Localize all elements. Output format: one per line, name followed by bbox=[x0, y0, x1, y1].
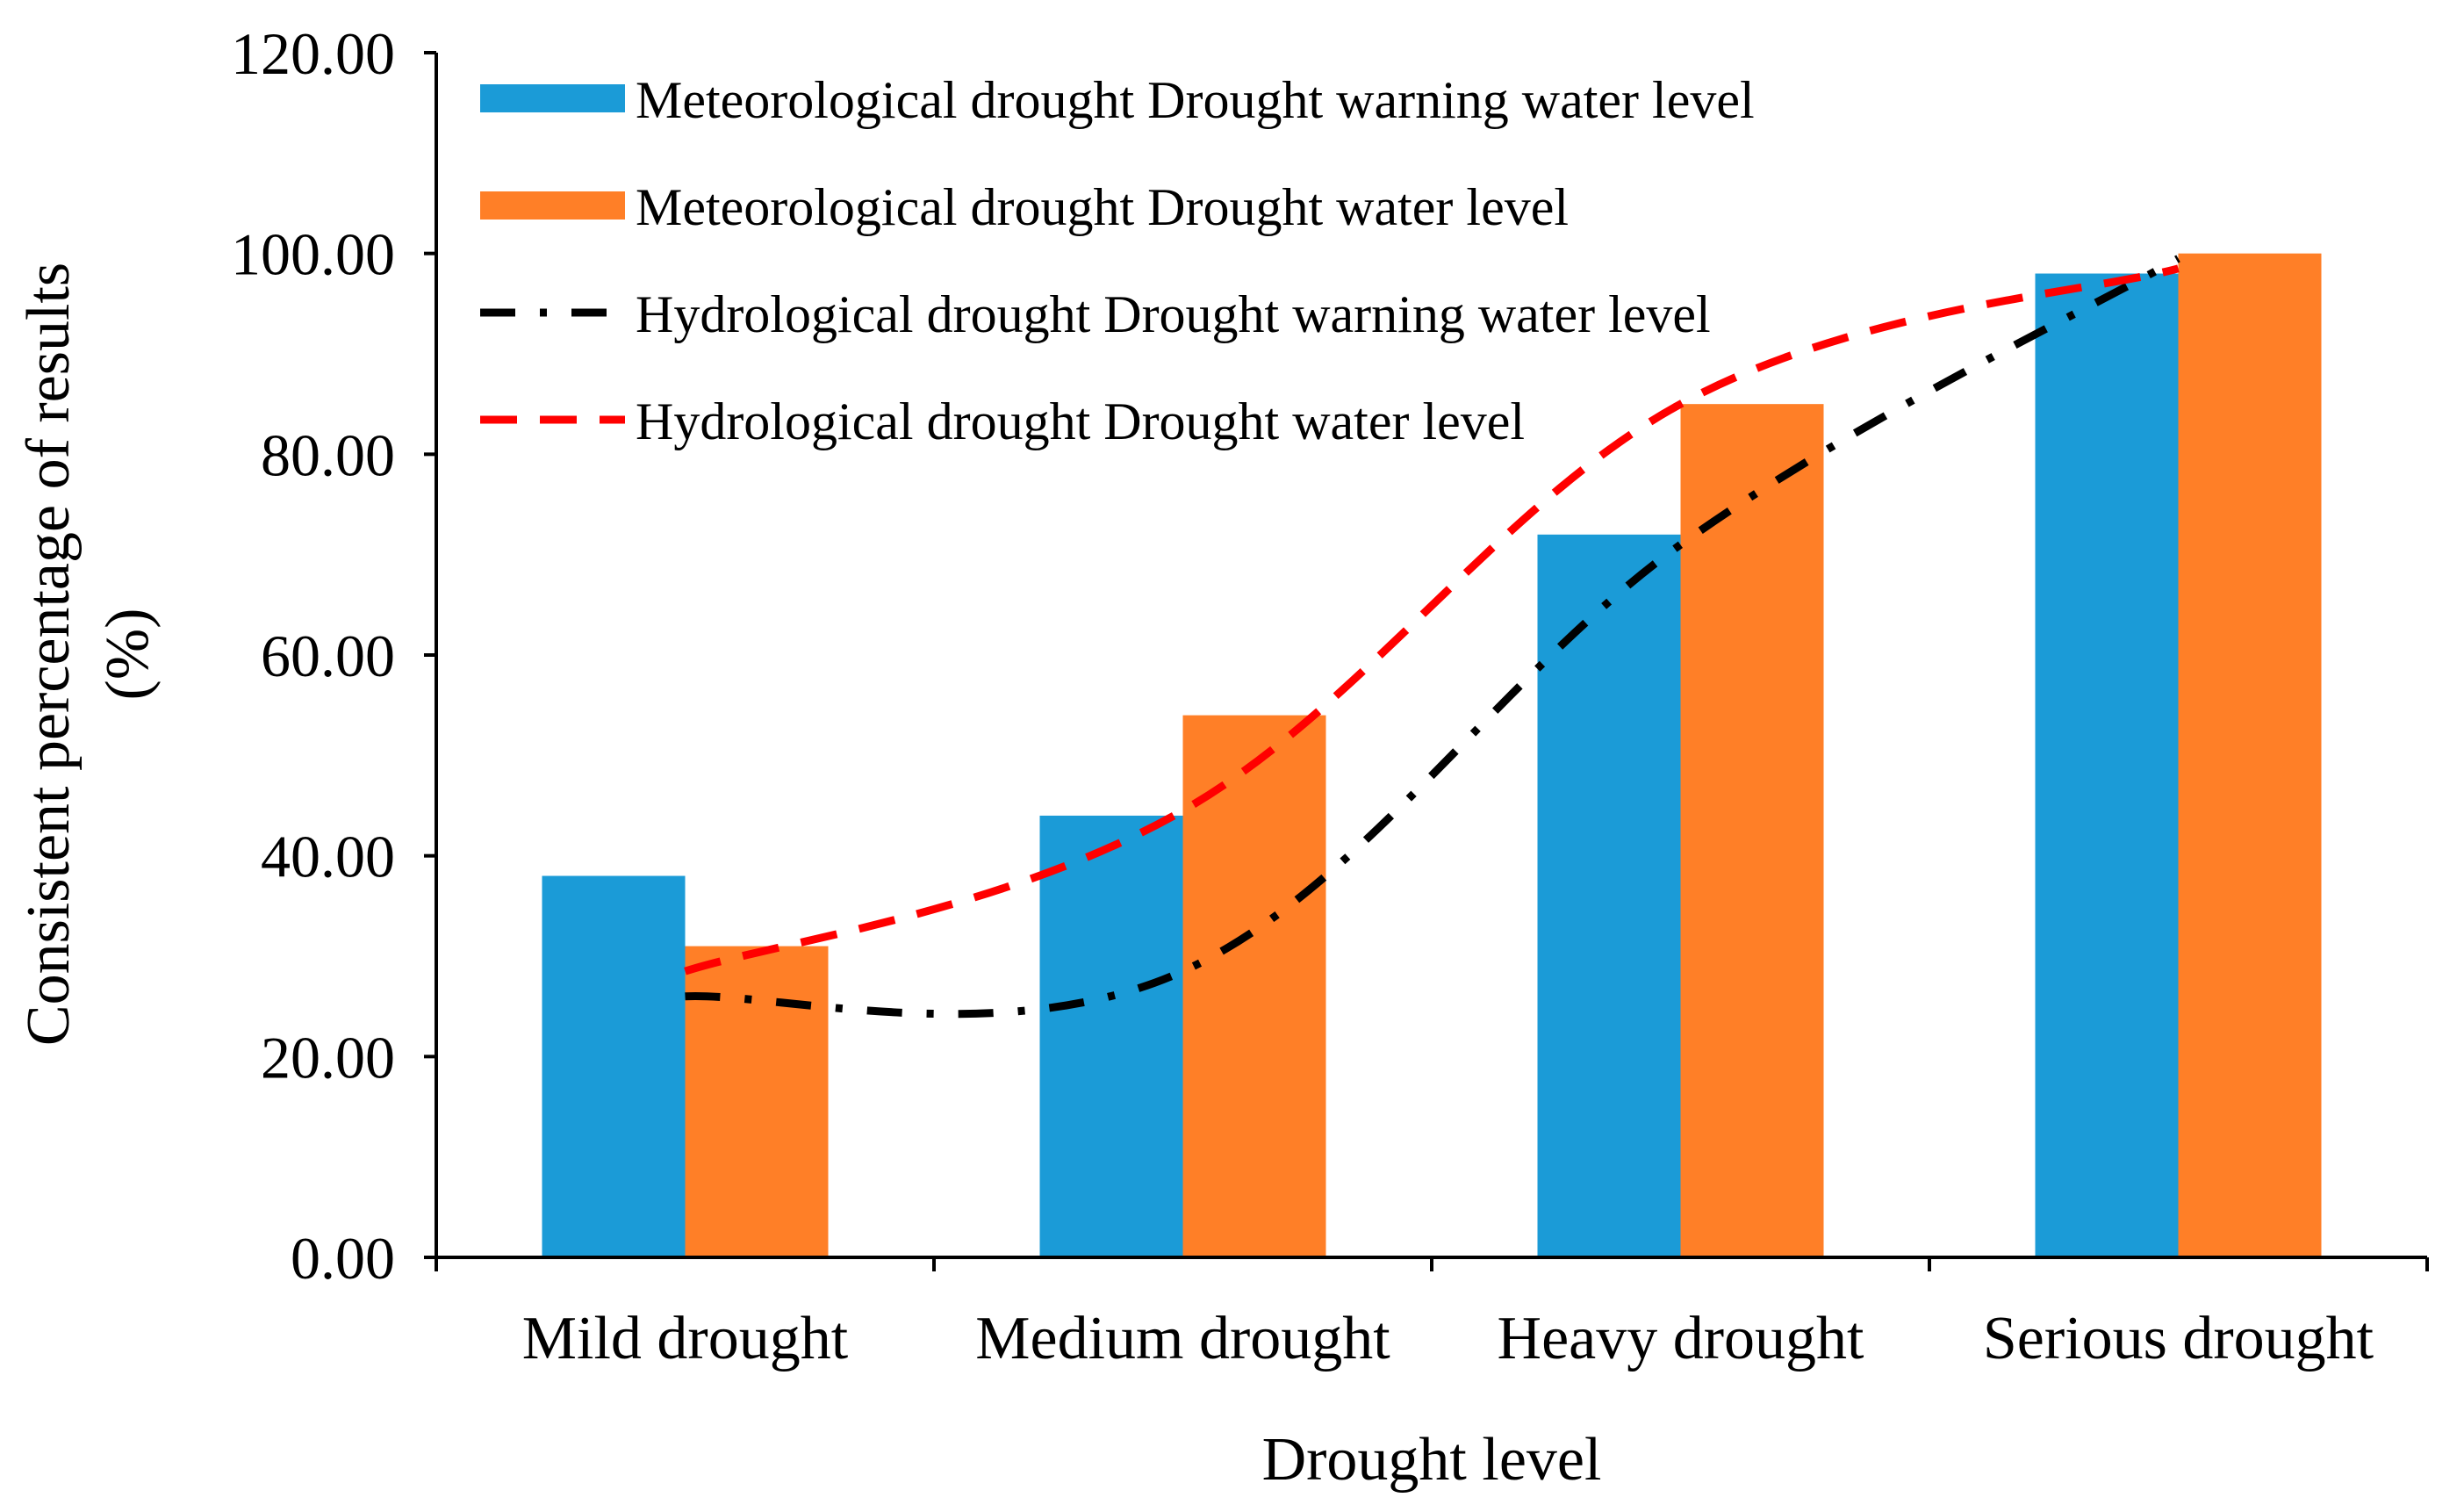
series-line bbox=[685, 255, 2180, 1019]
y-axis-title-unit: (%) bbox=[94, 608, 162, 701]
x-tick-label: Medium drought bbox=[975, 1305, 1390, 1372]
x-axis-title: Drought level bbox=[1262, 1426, 1602, 1494]
legend-label: Hydrological drought Drought warning wat… bbox=[636, 285, 1711, 343]
y-axis-ticks: 0.00 20.00 40.00 60.00 80.00 100.00 120.00 bbox=[231, 20, 436, 1292]
y-tick-label: 0.00 bbox=[291, 1225, 395, 1292]
x-tick-label: Serious drought bbox=[1983, 1305, 2374, 1372]
bar bbox=[1680, 404, 1824, 1258]
y-axis-title: Consistent percentage of results bbox=[15, 263, 83, 1046]
x-axis-labels: Mild drought Medium drought Heavy drought S… bbox=[522, 1305, 2374, 1372]
x-tick-label: Mild drought bbox=[522, 1305, 849, 1372]
x-tick-label: Heavy drought bbox=[1498, 1305, 1865, 1372]
bars bbox=[542, 253, 2322, 1258]
y-tick-label: 20.00 bbox=[261, 1024, 395, 1091]
bar bbox=[1537, 534, 1681, 1257]
bar bbox=[1039, 815, 1183, 1257]
legend-swatch bbox=[480, 191, 625, 220]
y-tick-label: 40.00 bbox=[261, 824, 395, 890]
y-tick-label: 100.00 bbox=[231, 221, 395, 288]
legend-label: Hydrological drought Drought water level bbox=[636, 392, 1525, 450]
lines bbox=[684, 255, 2180, 1019]
series-line bbox=[684, 264, 2180, 976]
bar bbox=[2178, 253, 2322, 1258]
legend-swatch bbox=[480, 84, 625, 112]
y-tick-label: 60.00 bbox=[261, 623, 395, 689]
legend-label: Meteorological drought Drought warning w… bbox=[636, 71, 1755, 129]
bar bbox=[1182, 715, 1326, 1257]
x-axis-ticks bbox=[435, 1257, 2429, 1271]
legend-label: Meteorological drought Drought water lev… bbox=[636, 178, 1569, 236]
bar bbox=[542, 875, 686, 1257]
y-tick-label: 120.00 bbox=[231, 20, 395, 87]
legend: Meteorological drought Drought warning w… bbox=[480, 71, 1755, 450]
y-tick-label: 80.00 bbox=[261, 421, 395, 488]
bar bbox=[2035, 273, 2179, 1257]
